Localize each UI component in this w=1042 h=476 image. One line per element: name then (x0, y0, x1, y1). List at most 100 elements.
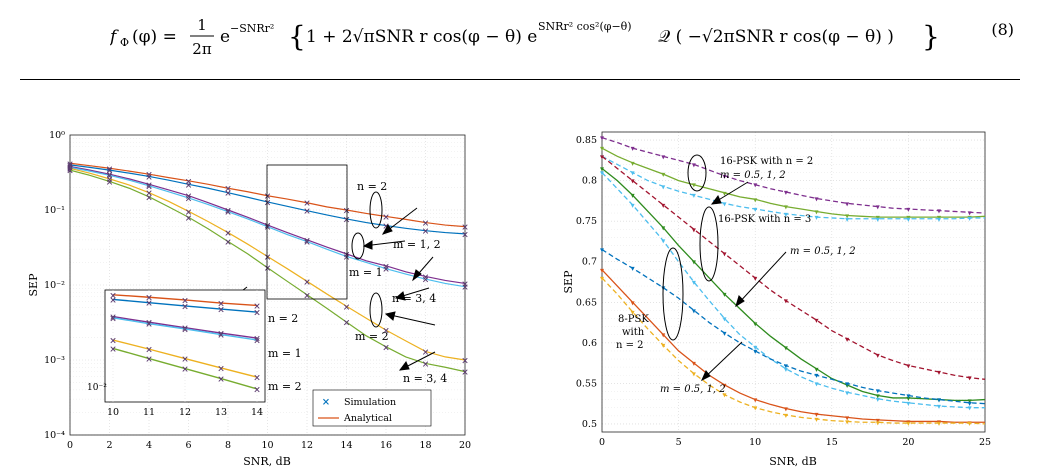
data-point: ▾ (631, 177, 635, 186)
x-tick-label: 14 (340, 440, 352, 451)
data-point: ▾ (753, 343, 757, 352)
equation-number: (8) (991, 20, 1014, 39)
inset-data-point: × (181, 365, 189, 375)
data-point: ▾ (937, 402, 941, 411)
eq-close-brace: } (922, 20, 940, 53)
inset-data-point: × (181, 296, 189, 306)
left-annot-n34b: n = 3, 4 (403, 372, 447, 385)
inset-data-point: × (109, 345, 117, 355)
data-point: ▾ (937, 207, 941, 216)
data-point: × (422, 219, 430, 229)
data-point: ▾ (937, 396, 941, 405)
data-point: × (303, 278, 311, 288)
data-point: × (66, 163, 74, 173)
data-point: ▾ (876, 392, 880, 401)
right-annot-16psk-n2: 16-PSK with n = 2 (720, 156, 813, 167)
data-point: × (382, 213, 390, 223)
data-point: ▾ (723, 172, 727, 181)
eq-frac-den: 2π (192, 40, 212, 58)
data-point: ▾ (876, 215, 880, 224)
y-tick-label: 10⁰ (49, 130, 65, 141)
y-tick-label: 0.55 (576, 378, 597, 389)
data-point: ▾ (784, 365, 788, 374)
data-point: × (343, 215, 351, 225)
data-point: ▾ (661, 224, 665, 233)
y-tick-label: 0.85 (576, 135, 597, 146)
data-point: ▾ (631, 264, 635, 273)
data-point: ▾ (692, 306, 696, 315)
left-chart-axes (69, 134, 466, 436)
data-point: ▾ (753, 195, 757, 204)
data-point: ▾ (753, 181, 757, 190)
data-point: ▾ (784, 344, 788, 353)
data-point: × (343, 319, 351, 329)
inset-data-point: × (145, 346, 153, 356)
right-annot-m-b: m = 0.5, 1, 2 (790, 246, 856, 257)
data-point: ▾ (600, 152, 604, 161)
data-point: ▾ (937, 215, 941, 224)
inset-x-tick: 10 (107, 407, 119, 418)
data-point: ▾ (723, 290, 727, 299)
data-point: × (145, 182, 153, 192)
inset-series-line (112, 315, 258, 339)
x-tick-label: 25 (979, 437, 991, 448)
data-point: × (343, 253, 351, 263)
data-point: ▾ (600, 164, 604, 173)
eq-lhs-sub: Φ (120, 36, 129, 49)
data-point: ▾ (906, 213, 910, 222)
data-point: ▾ (600, 169, 604, 178)
legend-box (312, 389, 432, 427)
data-point: × (185, 192, 193, 202)
data-point: ▾ (600, 246, 604, 255)
data-point: × (106, 172, 114, 182)
data-point: ▾ (814, 316, 818, 325)
data-point: × (185, 214, 193, 224)
legend-simulation-label: Simulation (344, 397, 396, 408)
data-point: × (145, 193, 153, 203)
data-point: ▾ (600, 266, 604, 275)
data-point: ▾ (906, 394, 910, 403)
data-point: × (264, 192, 272, 202)
data-point: ▾ (661, 170, 665, 179)
inset-ticks: 10 11 12 13 14 (107, 407, 263, 418)
data-point: × (185, 181, 193, 191)
data-point: ▾ (723, 329, 727, 338)
data-point: ▾ (876, 395, 880, 404)
data-point: ▾ (723, 189, 727, 198)
series-line (601, 155, 985, 220)
data-point: × (422, 273, 430, 283)
left-annot-n2: n = 2 (357, 180, 387, 193)
data-point: × (382, 327, 390, 337)
series-line (601, 277, 986, 425)
inset-label-m1: m = 1 (268, 347, 302, 360)
data-point: ▾ (814, 410, 818, 419)
data-point: ▾ (753, 319, 757, 328)
data-point: ▾ (753, 347, 757, 356)
y-tick-label: 10⁻¹ (44, 205, 65, 216)
left-annot-m1: m = 1 (349, 266, 383, 279)
data-point: ▾ (723, 250, 727, 259)
data-point: ▾ (968, 374, 972, 383)
data-point: × (106, 175, 114, 185)
left-ylabel: SEP (27, 273, 40, 297)
data-point: ▾ (723, 314, 727, 323)
data-point: ▾ (937, 417, 941, 426)
y-tick-label: 10⁻² (44, 280, 65, 291)
inset-x-tick: 14 (251, 407, 263, 418)
data-point: × (106, 167, 114, 177)
data-point: × (264, 264, 272, 274)
right-ellipse-1 (687, 154, 707, 192)
data-point: ▾ (784, 362, 788, 371)
data-point: × (185, 208, 193, 218)
legend-simulation-marker: × (322, 397, 330, 408)
left-chart-series: ×××××××××× ××××××××××× ×××××××××××××××××××… (66, 160, 469, 378)
x-tick-label: 2 (106, 440, 112, 451)
inset-series-line (112, 339, 258, 378)
data-point: × (66, 165, 74, 175)
series-line (601, 172, 985, 409)
data-point: ▾ (937, 396, 941, 405)
data-point: ▾ (661, 182, 665, 191)
left-ellipse-2 (351, 232, 365, 260)
right-annotation-arrows (700, 181, 787, 382)
data-point: × (224, 208, 232, 218)
